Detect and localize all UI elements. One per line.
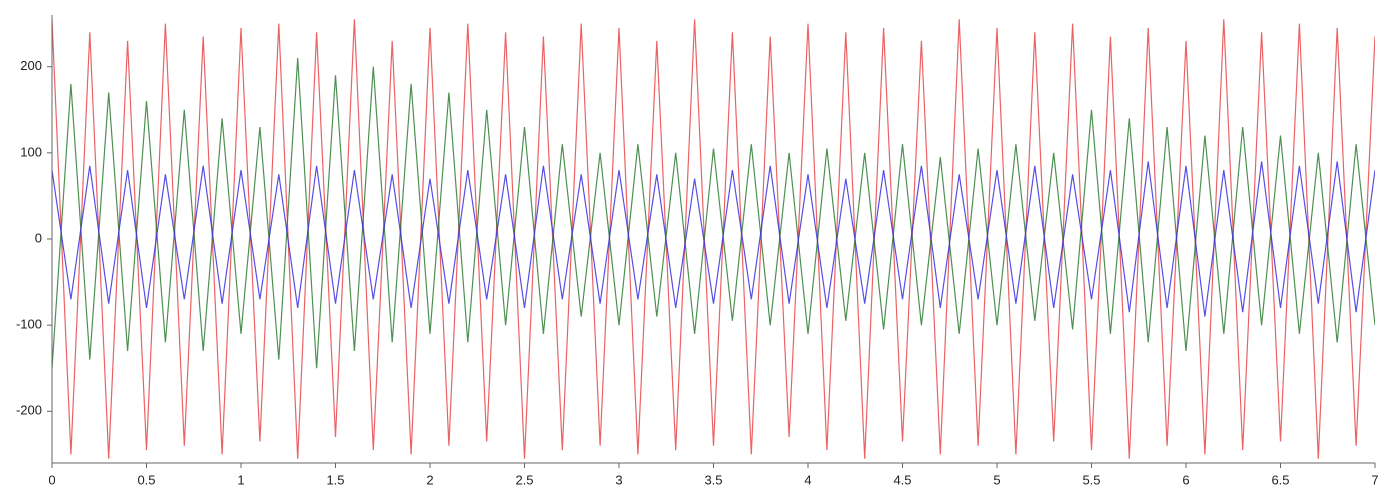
x-tick-label: 4: [804, 472, 811, 487]
x-tick-label: 0: [48, 472, 55, 487]
y-tick-label: -100: [16, 317, 42, 332]
x-tick-label: 1: [237, 472, 244, 487]
x-tick-label: 2.5: [515, 472, 533, 487]
x-tick-label: 7: [1371, 472, 1378, 487]
series-line: [52, 161, 1375, 317]
x-tick-label: 6: [1182, 472, 1189, 487]
x-tick-label: 5: [993, 472, 1000, 487]
x-tick-label: 5.5: [1082, 472, 1100, 487]
y-tick-label: 0: [35, 230, 42, 245]
y-tick-label: -200: [16, 403, 42, 418]
y-tick-label: 100: [20, 144, 42, 159]
x-tick-label: 1.5: [326, 472, 344, 487]
series-line: [52, 58, 1375, 369]
x-tick-label: 0.5: [137, 472, 155, 487]
x-tick-label: 3.5: [704, 472, 722, 487]
x-tick-label: 4.5: [893, 472, 911, 487]
x-tick-label: 2: [426, 472, 433, 487]
series-line: [52, 19, 1375, 459]
y-tick-label: 200: [20, 58, 42, 73]
x-tick-label: 3: [615, 472, 622, 487]
x-tick-label: 6.5: [1271, 472, 1289, 487]
